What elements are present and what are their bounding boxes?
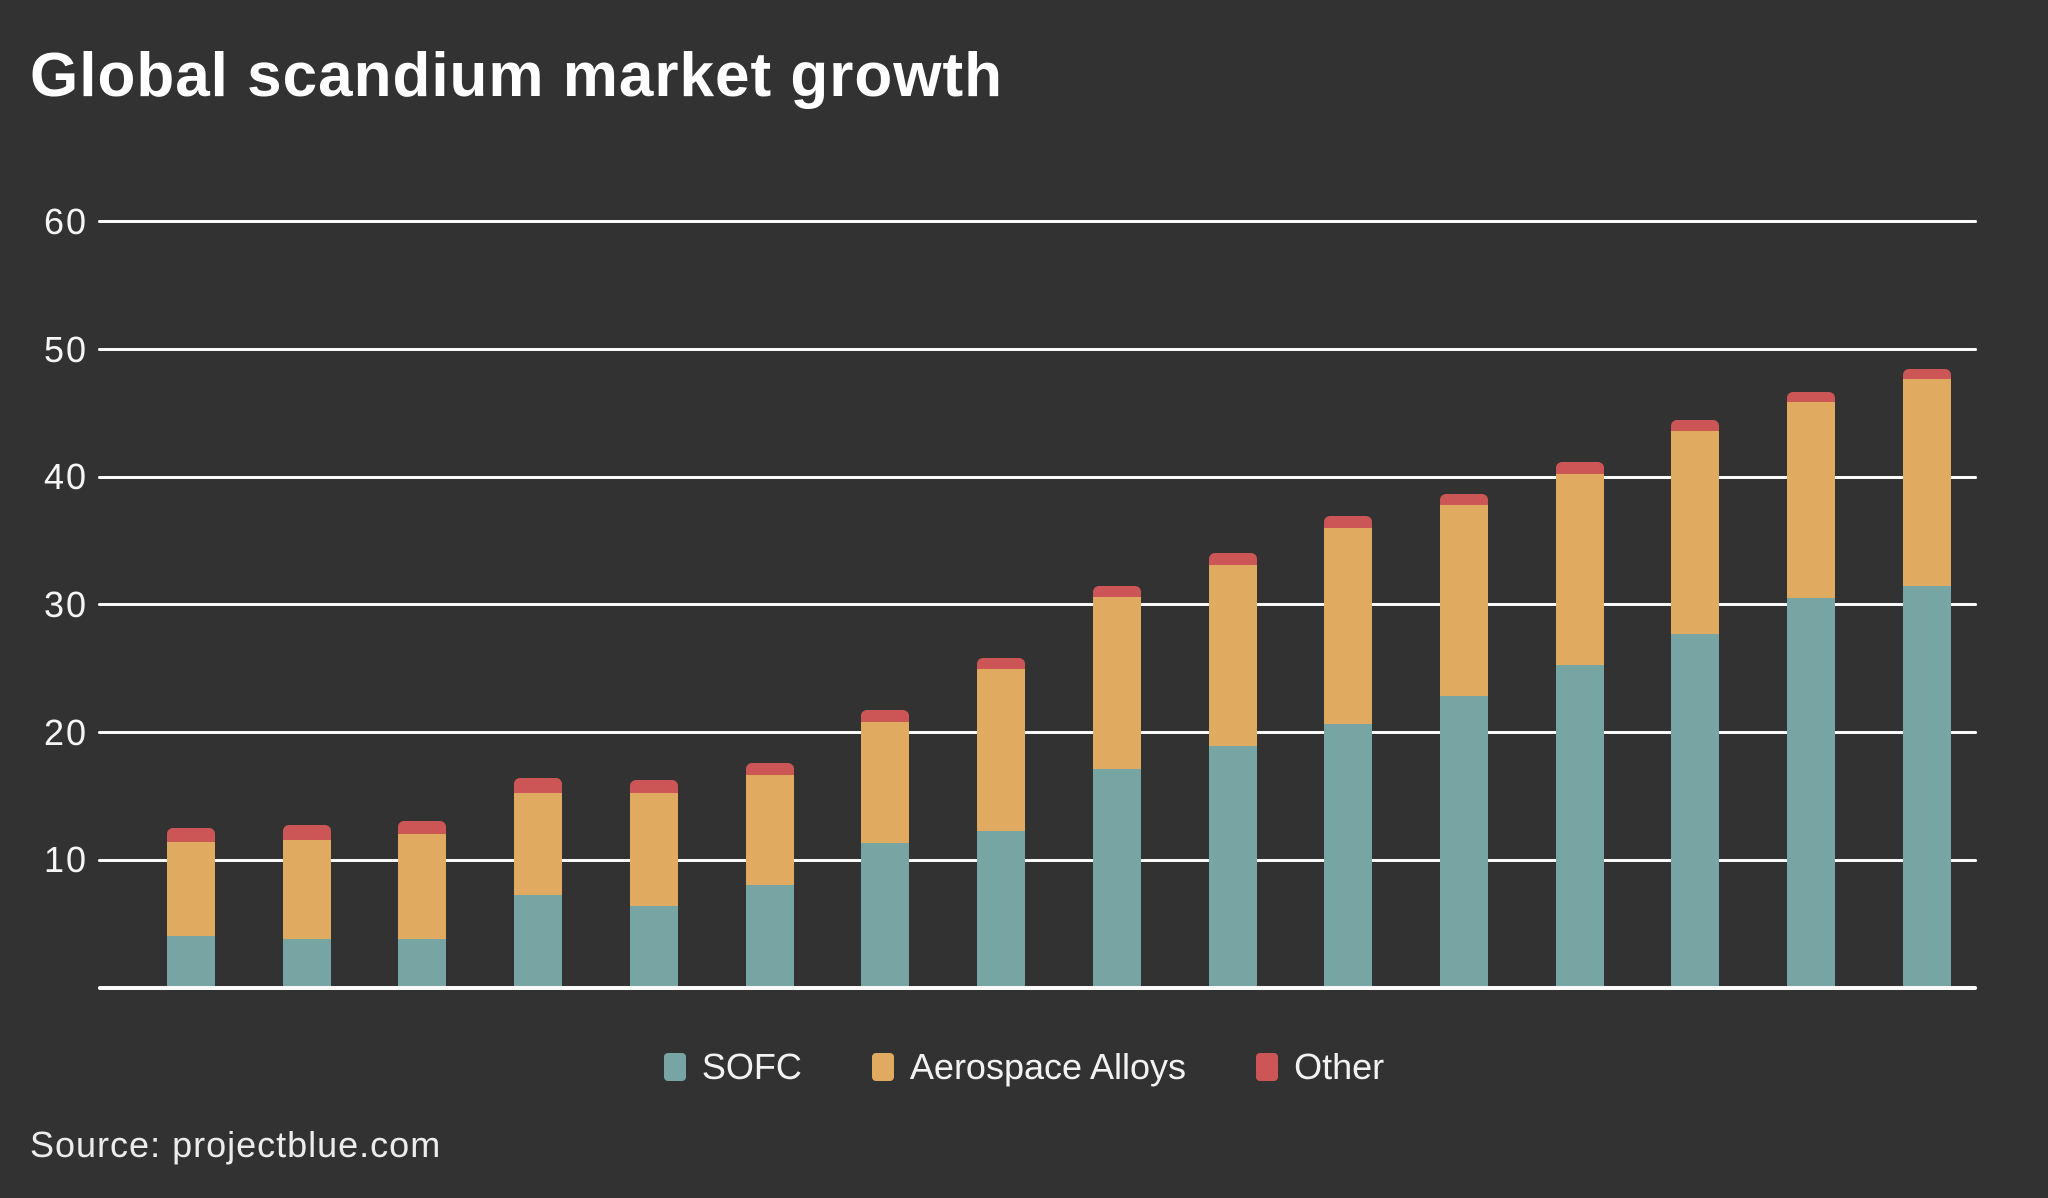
bar-5-segment-sofc[interactable] — [629, 905, 678, 986]
bar-14-segment-aerospace-alloys[interactable] — [1671, 430, 1720, 634]
bar-2-segment-aerospace-alloys[interactable] — [282, 840, 331, 939]
bar-3-segment-sofc[interactable] — [398, 938, 447, 986]
gridline-y-40 — [98, 475, 1977, 479]
bar-8-segment-sofc[interactable] — [977, 831, 1026, 986]
legend: SOFC Aerospace Alloys Other — [0, 1046, 2048, 1088]
stacked-bar-8[interactable] — [977, 657, 1026, 986]
y-axis-tick-label-60: 60 — [43, 200, 88, 242]
y-axis-tick-label-40: 40 — [43, 456, 88, 498]
bar-12-segment-aerospace-alloys[interactable] — [1440, 504, 1489, 697]
gridline-y-20 — [98, 731, 1977, 735]
bar-6-segment-other[interactable] — [745, 762, 794, 776]
bar-13-segment-sofc[interactable] — [1555, 665, 1604, 986]
y-axis-tick-label-10: 10 — [43, 839, 88, 881]
bar-9-segment-other[interactable] — [1092, 586, 1141, 597]
bar-15-segment-other[interactable] — [1787, 392, 1836, 403]
bar-8-segment-other[interactable] — [977, 657, 1026, 670]
bar-15-segment-aerospace-alloys[interactable] — [1787, 402, 1836, 598]
stacked-bar-3[interactable] — [398, 821, 447, 986]
bar-5-segment-aerospace-alloys[interactable] — [629, 793, 678, 906]
bar-4-segment-other[interactable] — [514, 777, 563, 794]
bar-16-segment-other[interactable] — [1902, 369, 1951, 380]
legend-item-sofc[interactable]: SOFC — [663, 1046, 802, 1088]
bar-13-segment-other[interactable] — [1555, 462, 1604, 474]
bar-9-segment-sofc[interactable] — [1092, 768, 1141, 986]
bar-11-segment-sofc[interactable] — [1324, 724, 1373, 986]
y-axis-tick-label-30: 30 — [43, 583, 88, 625]
bar-14-segment-sofc[interactable] — [1671, 633, 1720, 986]
bar-7-segment-other[interactable] — [861, 710, 910, 722]
bar-12-segment-other[interactable] — [1440, 494, 1489, 505]
bar-3-segment-aerospace-alloys[interactable] — [398, 834, 447, 939]
gridline-y-10 — [98, 858, 1977, 862]
stacked-bar-6[interactable] — [745, 762, 794, 986]
bar-3-segment-other[interactable] — [398, 821, 447, 835]
stacked-bar-1[interactable] — [167, 827, 215, 986]
gridline-y-60 — [98, 220, 1977, 224]
bar-6-segment-sofc[interactable] — [745, 885, 794, 986]
stacked-bar-15[interactable] — [1787, 392, 1836, 986]
legend-item-aerospace-alloys[interactable]: Aerospace Alloys — [871, 1046, 1187, 1088]
y-axis-tick-label-50: 50 — [43, 328, 88, 370]
bar-11-segment-other[interactable] — [1324, 516, 1373, 528]
page-title: Global scandium market growth — [30, 41, 1003, 110]
bar-4-segment-sofc[interactable] — [514, 895, 563, 986]
stacked-bar-10[interactable] — [1208, 553, 1257, 986]
bar-2-segment-sofc[interactable] — [282, 938, 331, 986]
bar-10-segment-aerospace-alloys[interactable] — [1208, 564, 1257, 746]
other-swatch-icon — [1256, 1053, 1279, 1081]
bar-13-segment-aerospace-alloys[interactable] — [1555, 473, 1604, 666]
bar-9-segment-aerospace-alloys[interactable] — [1092, 596, 1141, 769]
bar-15-segment-sofc[interactable] — [1787, 597, 1836, 986]
bar-6-segment-aerospace-alloys[interactable] — [745, 775, 794, 886]
bar-8-segment-aerospace-alloys[interactable] — [977, 669, 1026, 832]
legend-label: Other — [1294, 1046, 1385, 1087]
stacked-bar-12[interactable] — [1440, 494, 1489, 986]
stacked-bar-11[interactable] — [1324, 516, 1373, 986]
gridline-y-30 — [98, 603, 1977, 607]
bar-12-segment-sofc[interactable] — [1440, 696, 1489, 986]
bar-7-segment-sofc[interactable] — [861, 842, 910, 986]
stacked-bar-4[interactable] — [514, 777, 563, 986]
stacked-bar-13[interactable] — [1555, 462, 1604, 986]
bar-16-segment-sofc[interactable] — [1902, 586, 1951, 986]
stacked-bar-14[interactable] — [1671, 420, 1720, 986]
legend-label: SOFC — [701, 1046, 802, 1087]
stacked-bar-16[interactable] — [1902, 369, 1951, 986]
aerospace-alloys-swatch-icon — [871, 1053, 894, 1081]
bar-4-segment-aerospace-alloys[interactable] — [514, 793, 563, 896]
stacked-bar-2[interactable] — [282, 825, 331, 986]
legend-label: Aerospace Alloys — [909, 1046, 1187, 1087]
bar-10-segment-other[interactable] — [1208, 553, 1257, 565]
bar-16-segment-aerospace-alloys[interactable] — [1902, 379, 1951, 587]
sofc-swatch-icon — [663, 1053, 686, 1081]
bar-11-segment-aerospace-alloys[interactable] — [1324, 527, 1373, 725]
bar-1-segment-other[interactable] — [167, 827, 215, 842]
source-attribution: Source: projectblue.com — [30, 1124, 442, 1165]
bar-1-segment-aerospace-alloys[interactable] — [167, 841, 215, 937]
bar-5-segment-other[interactable] — [629, 780, 678, 794]
bar-14-segment-other[interactable] — [1671, 420, 1720, 431]
stacked-bar-5[interactable] — [629, 780, 678, 986]
legend-item-other[interactable]: Other — [1256, 1046, 1384, 1088]
stacked-bar-7[interactable] — [861, 710, 910, 986]
x-axis-baseline — [98, 986, 1977, 990]
stacked-bar-9[interactable] — [1092, 586, 1141, 986]
gridline-y-50 — [98, 348, 1977, 351]
bar-10-segment-sofc[interactable] — [1208, 745, 1257, 986]
bar-1-segment-sofc[interactable] — [167, 936, 215, 986]
bar-7-segment-aerospace-alloys[interactable] — [861, 721, 910, 843]
bar-2-segment-other[interactable] — [282, 825, 331, 841]
y-axis-tick-label-20: 20 — [43, 711, 88, 753]
